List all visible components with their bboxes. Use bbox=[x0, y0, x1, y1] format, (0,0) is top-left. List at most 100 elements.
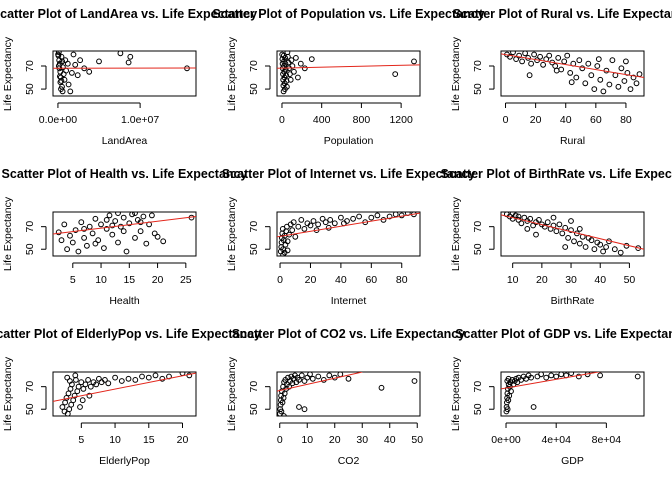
panel-title: Scatter Plot of Internet vs. Life Expect… bbox=[222, 167, 476, 181]
data-point bbox=[72, 227, 79, 234]
data-point bbox=[636, 71, 643, 77]
y-axis-label: Life Expectancy bbox=[2, 36, 14, 111]
data-point bbox=[287, 76, 294, 83]
data-point bbox=[80, 386, 87, 392]
data-point bbox=[553, 228, 560, 235]
x-tick-label: 8e+04 bbox=[592, 434, 622, 446]
y-tick-label: 50 bbox=[24, 403, 36, 415]
data-point bbox=[591, 246, 598, 253]
scatter-panel: Scatter Plot of LandArea vs. Life Expect… bbox=[0, 7, 257, 147]
data-point bbox=[66, 406, 73, 413]
data-point bbox=[516, 52, 522, 59]
data-point bbox=[548, 372, 555, 379]
x-tick-label: 40 bbox=[594, 274, 606, 286]
data-point bbox=[125, 59, 132, 66]
data-point bbox=[69, 239, 76, 246]
data-point bbox=[65, 390, 72, 397]
x-tick-label: 60 bbox=[590, 114, 602, 126]
y-tick-label: 50 bbox=[248, 83, 260, 95]
panel-title: Scatter Plot of Rural vs. Life Expectanc… bbox=[453, 7, 672, 21]
regression-line bbox=[501, 214, 644, 250]
x-axis-label: ElderlyPop bbox=[99, 455, 150, 467]
y-axis-label: Life Expectancy bbox=[226, 36, 238, 111]
x-tick-label: 10 bbox=[507, 274, 519, 286]
data-point bbox=[327, 217, 334, 223]
data-point bbox=[508, 388, 514, 395]
data-point bbox=[585, 60, 592, 67]
data-point bbox=[286, 383, 293, 390]
data-point bbox=[594, 63, 601, 69]
x-axis-label: Health bbox=[109, 295, 140, 307]
scatter-panel: Scatter Plot of GDP vs. Life Expectancy 0… bbox=[450, 327, 672, 467]
data-point bbox=[531, 51, 537, 58]
data-point bbox=[368, 214, 375, 221]
x-axis-label: Population bbox=[324, 135, 374, 147]
data-point bbox=[561, 58, 568, 65]
data-point bbox=[301, 65, 308, 72]
data-point bbox=[597, 241, 604, 248]
data-point bbox=[308, 56, 315, 62]
data-point bbox=[537, 53, 543, 60]
data-point bbox=[112, 218, 119, 224]
data-point bbox=[576, 226, 583, 232]
data-point bbox=[126, 220, 133, 227]
data-point bbox=[617, 249, 624, 256]
y-axis-label: Life Expectancy bbox=[2, 196, 14, 271]
data-point bbox=[296, 404, 302, 410]
data-point bbox=[575, 373, 582, 380]
x-tick-label: 80 bbox=[396, 274, 408, 286]
y-tick-label: 50 bbox=[472, 403, 484, 415]
plot-frame bbox=[500, 371, 645, 417]
data-point bbox=[79, 397, 86, 404]
data-point bbox=[77, 57, 83, 64]
data-point bbox=[85, 377, 91, 383]
y-tick-label: 70 bbox=[24, 221, 36, 233]
data-point bbox=[568, 372, 575, 376]
x-tick-label: 10 bbox=[95, 274, 107, 286]
x-axis-label: GDP bbox=[561, 455, 584, 467]
data-point bbox=[623, 58, 629, 65]
x-tick-label: 25 bbox=[180, 274, 192, 286]
data-point bbox=[600, 88, 607, 95]
data-point bbox=[411, 58, 417, 65]
scatter-panel: Scatter Plot of Rural vs. Life Expectanc… bbox=[450, 7, 672, 147]
data-point bbox=[568, 227, 574, 234]
data-point bbox=[553, 67, 560, 74]
data-point bbox=[115, 239, 121, 246]
data-point bbox=[77, 404, 83, 410]
x-tick-label: 1200 bbox=[389, 114, 413, 126]
data-point bbox=[109, 231, 116, 238]
data-point bbox=[573, 74, 580, 81]
x-tick-label: 4e+04 bbox=[541, 434, 571, 446]
data-point bbox=[59, 58, 66, 65]
data-point bbox=[310, 218, 317, 224]
data-point bbox=[322, 219, 329, 226]
data-point bbox=[75, 248, 82, 255]
x-tick-label: 0.0e+00 bbox=[39, 114, 77, 126]
data-point bbox=[292, 233, 299, 240]
data-point bbox=[117, 51, 124, 57]
x-tick-label: 50 bbox=[411, 434, 423, 446]
data-point bbox=[288, 57, 295, 64]
x-tick-label: 20 bbox=[530, 114, 542, 126]
y-axis-label: Life Expectancy bbox=[450, 196, 462, 271]
data-point bbox=[331, 220, 338, 227]
data-point bbox=[115, 212, 121, 216]
data-point bbox=[86, 392, 93, 399]
data-point bbox=[319, 215, 326, 222]
x-tick-label: 800 bbox=[353, 114, 371, 126]
panel-title: Scatter Plot of LandArea vs. Life Expect… bbox=[0, 7, 257, 21]
data-point bbox=[55, 229, 62, 236]
panel-title: Scatter Plot of CO2 vs. Life Expectancy bbox=[232, 327, 465, 341]
y-axis-label: Life Expectancy bbox=[450, 356, 462, 431]
data-point bbox=[597, 76, 604, 83]
data-point bbox=[326, 372, 333, 379]
data-point bbox=[64, 246, 70, 253]
data-point bbox=[151, 230, 158, 237]
data-point bbox=[315, 373, 322, 380]
data-point bbox=[58, 237, 65, 244]
x-tick-label: 50 bbox=[624, 274, 636, 286]
data-point bbox=[82, 381, 89, 388]
data-point bbox=[55, 51, 62, 56]
data-point bbox=[630, 74, 637, 81]
